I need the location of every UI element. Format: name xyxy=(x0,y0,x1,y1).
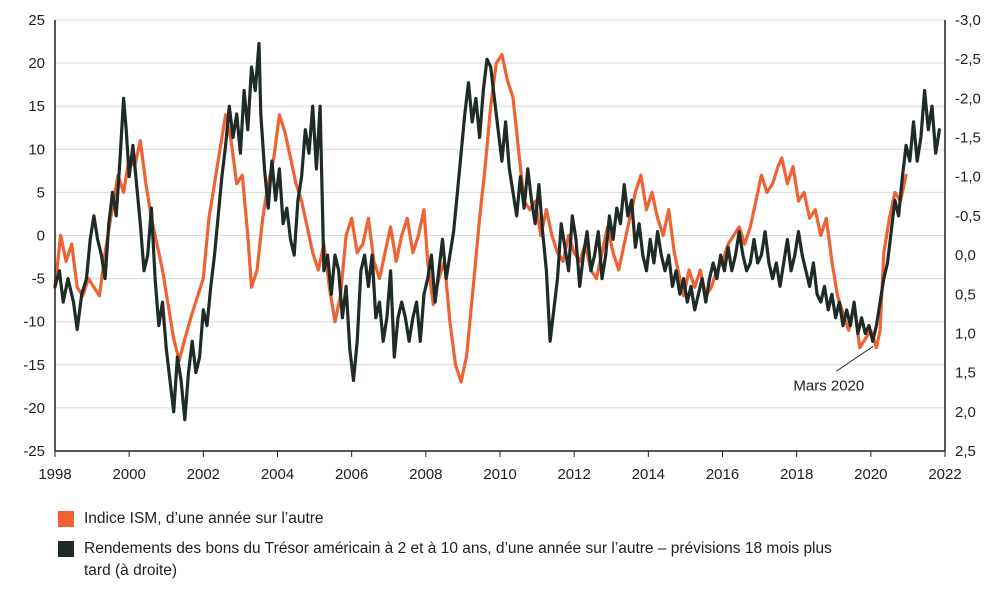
right-tick-label: -2,0 xyxy=(955,90,981,107)
right-tick-label: -0,5 xyxy=(955,208,981,225)
left-tick-label: 20 xyxy=(28,55,45,72)
right-tick-label: -1,0 xyxy=(955,169,981,186)
legend-item-ism: Indice ISM, d’une année sur l’autre xyxy=(58,508,844,530)
left-tick-label: -20 xyxy=(23,400,45,417)
left-tick-label: -15 xyxy=(23,357,45,374)
annotation: Mars 2020 xyxy=(793,345,874,394)
right-tick-label: -1,5 xyxy=(955,130,981,147)
x-axis-ticks: 1998 2000 2002 2004 2006 2008 2010 2012 2014 2016… xyxy=(38,466,961,483)
left-tick-label: 25 xyxy=(28,12,45,29)
right-tick-label: 0,5 xyxy=(955,286,976,303)
right-tick-label: 1,0 xyxy=(955,325,976,342)
x-tick-label: 1998 xyxy=(38,466,71,483)
x-tick-label: 2018 xyxy=(780,466,813,483)
x-tick-label: 2006 xyxy=(335,466,368,483)
x-tick-label: 2016 xyxy=(706,466,739,483)
x-tick-label: 2012 xyxy=(557,466,590,483)
right-tick-label: 2,5 xyxy=(955,443,976,460)
left-tick-label: -5 xyxy=(32,271,45,288)
legend: Indice ISM, d’une année sur l’autre Rend… xyxy=(58,508,844,590)
left-tick-label: 0 xyxy=(37,228,45,245)
series-lines xyxy=(53,41,942,422)
chart-canvas: 25 20 15 10 5 0 -5 -10 -15 -20 -25 -3,0 -2,5 -2,0 -1,… xyxy=(23,12,981,483)
left-axis-ticks: 25 20 15 10 5 0 -5 -10 -15 -20 -25 xyxy=(23,12,45,460)
legend-label-treasury: Rendements des bons du Trésor américain … xyxy=(84,540,832,579)
right-tick-label: 0,0 xyxy=(955,247,976,264)
left-tick-label: 5 xyxy=(37,184,45,201)
axes xyxy=(54,20,946,457)
x-tick-label: 2014 xyxy=(632,466,665,483)
right-tick-label: -3,0 xyxy=(955,12,981,29)
legend-swatch-ism xyxy=(58,511,74,527)
x-tick-label: 2022 xyxy=(928,466,961,483)
legend-item-treasury: Rendements des bons du Trésor américain … xyxy=(58,538,844,582)
left-tick-label: 15 xyxy=(28,98,45,115)
right-tick-label: 2,0 xyxy=(955,404,976,421)
annotation-leader-line xyxy=(835,345,874,372)
left-tick-label: -10 xyxy=(23,314,45,331)
x-tick-label: 2002 xyxy=(187,466,220,483)
right-tick-label: 1,5 xyxy=(955,365,976,382)
x-tick-label: 2008 xyxy=(409,466,442,483)
x-tick-label: 2020 xyxy=(854,466,887,483)
x-tick-label: 2004 xyxy=(261,466,294,483)
annotation-label: Mars 2020 xyxy=(793,377,864,394)
right-axis-ticks: -3,0 -2,5 -2,0 -1,5 -1,0 -0,5 0,0 0,5 1,0 1,5 2,0 2… xyxy=(955,12,981,460)
right-tick-label: -2,5 xyxy=(955,51,981,68)
left-tick-label: 10 xyxy=(28,141,45,158)
series-line-ism xyxy=(53,52,908,384)
legend-label-ism: Indice ISM, d’une année sur l’autre xyxy=(84,510,324,527)
legend-swatch-treasury xyxy=(58,541,74,557)
series-line-treasury xyxy=(53,41,942,422)
x-tick-label: 2000 xyxy=(112,466,145,483)
left-tick-label: -25 xyxy=(23,443,45,460)
x-tick-label: 2010 xyxy=(483,466,516,483)
